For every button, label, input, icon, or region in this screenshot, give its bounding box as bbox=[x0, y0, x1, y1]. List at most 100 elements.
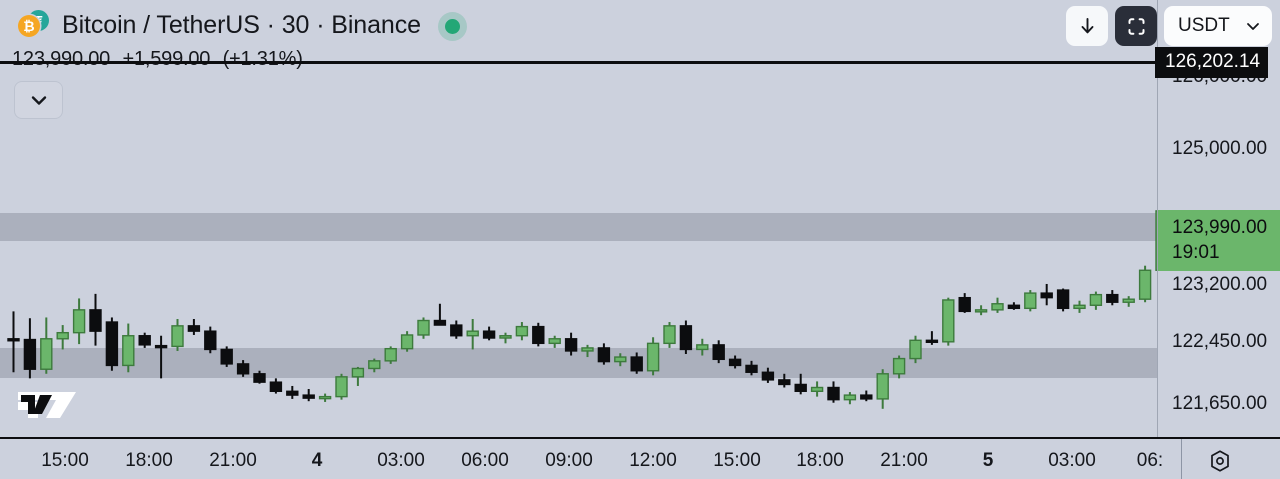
time-axis-tick: 03:00 bbox=[377, 450, 425, 471]
last-price-value: 123,990.00 bbox=[12, 48, 111, 70]
candlestick bbox=[532, 322, 545, 347]
candlestick bbox=[236, 360, 250, 377]
candlestick bbox=[138, 332, 151, 348]
time-axis-tick: 18:00 bbox=[796, 450, 844, 471]
time-axis-tick: 06: bbox=[1136, 450, 1164, 471]
candlestick bbox=[909, 335, 922, 364]
price-axis[interactable]: 126,000.00125,000.00123,200.00122,450.00… bbox=[1155, 0, 1280, 437]
time-axis[interactable]: 15:00 18:00 21:00 4 03:00 06:00 09:00 12:00 15:0… bbox=[0, 437, 1280, 479]
last-price-badge-time: 19:01 bbox=[1172, 242, 1220, 263]
candlestick bbox=[7, 311, 20, 373]
candlestick bbox=[925, 331, 939, 345]
header-toolbar: USDT bbox=[1066, 6, 1272, 46]
candlestick bbox=[1040, 283, 1053, 306]
candlestick bbox=[810, 381, 824, 397]
price-axis-tick: 123,200.00 bbox=[1172, 274, 1268, 295]
bitcoin-icon bbox=[18, 15, 40, 37]
candlestick bbox=[220, 346, 233, 367]
candlestick bbox=[728, 355, 742, 369]
crosshair-horizontal-line bbox=[0, 61, 1158, 64]
time-axis-tick: 09:00 bbox=[545, 450, 593, 471]
candlestick bbox=[646, 337, 660, 376]
candlestick bbox=[384, 346, 397, 364]
resistance-zone bbox=[0, 213, 1157, 242]
candlestick bbox=[942, 297, 955, 346]
candlestick bbox=[40, 317, 53, 374]
candlestick bbox=[286, 385, 299, 399]
time-axis-tick: 15:00 bbox=[713, 450, 761, 471]
candlestick bbox=[1073, 300, 1086, 313]
candlestick bbox=[761, 367, 775, 383]
collapse-panel-button[interactable] bbox=[14, 81, 63, 119]
time-axis-tick: 06:00 bbox=[461, 450, 509, 471]
candlestick bbox=[187, 318, 201, 335]
candlestick bbox=[335, 373, 348, 400]
candlestick bbox=[1056, 288, 1070, 312]
last-price-badge: 123,990.00 19:01 bbox=[1158, 210, 1280, 271]
candlestick bbox=[548, 335, 561, 348]
symbol-group[interactable]: Bitcoin / TetherUS · 30 · Binance bbox=[12, 8, 460, 42]
price-axis-tick: 121,650.00 bbox=[1172, 393, 1268, 414]
price-axis-tick: 125,000.00 bbox=[1172, 138, 1268, 159]
candlestick bbox=[368, 358, 381, 373]
candlestick bbox=[56, 325, 69, 350]
chart-settings-icon[interactable] bbox=[1206, 447, 1234, 475]
price-summary: 123,990.00 +1,599.00 (+1.31%) bbox=[12, 48, 310, 71]
candlestick bbox=[614, 353, 627, 367]
candlestick bbox=[318, 393, 332, 402]
candlestick bbox=[745, 360, 758, 376]
candlestick bbox=[843, 392, 857, 405]
currency-select-value: USDT bbox=[1178, 15, 1230, 36]
candlestick bbox=[450, 320, 463, 339]
download-arrow-icon[interactable] bbox=[1066, 6, 1108, 46]
candlestick bbox=[1122, 296, 1135, 307]
candlestick bbox=[679, 320, 693, 354]
candlestick bbox=[696, 338, 709, 356]
candlestick bbox=[433, 303, 447, 326]
candlestick bbox=[827, 381, 840, 403]
chevron-down-icon bbox=[31, 96, 46, 105]
chart-plot-area[interactable] bbox=[0, 0, 1157, 437]
candlestick bbox=[1106, 290, 1119, 306]
candlestick bbox=[991, 297, 1004, 313]
candlestick bbox=[417, 317, 430, 339]
chevron-down-icon bbox=[1247, 23, 1259, 30]
candlestick bbox=[663, 322, 676, 348]
time-axis-tick: 4 bbox=[311, 450, 323, 471]
candlestick bbox=[1007, 302, 1021, 310]
candlestick bbox=[351, 366, 365, 386]
market-open-dot bbox=[444, 18, 460, 34]
candlestick bbox=[581, 344, 594, 358]
candlestick bbox=[400, 331, 414, 352]
time-axis-divider bbox=[1181, 439, 1182, 479]
tradingview-logo bbox=[18, 392, 76, 418]
candlestick-series bbox=[7, 210, 1157, 409]
time-axis-tick: 15:00 bbox=[41, 450, 89, 471]
support-zone bbox=[0, 347, 1157, 378]
price-change-absolute: +1,599.00 bbox=[122, 48, 211, 70]
time-axis-tick: 18:00 bbox=[125, 450, 173, 471]
symbol-title: Bitcoin / TetherUS · 30 · Binance bbox=[62, 10, 421, 39]
candlestick bbox=[597, 343, 611, 365]
candlestick bbox=[122, 323, 135, 373]
candlestick bbox=[105, 317, 119, 371]
candlestick bbox=[1089, 291, 1103, 310]
time-axis-tick: 21:00 bbox=[880, 450, 928, 471]
candlestick bbox=[154, 335, 168, 379]
candlestick bbox=[269, 378, 283, 394]
symbol-icons bbox=[12, 8, 52, 42]
chart-header: Bitcoin / TetherUS · 30 · Binance 123,99… bbox=[0, 0, 1280, 70]
currency-select[interactable]: USDT bbox=[1164, 6, 1272, 46]
price-change-percent: (+1.31%) bbox=[222, 48, 303, 70]
candlestick bbox=[630, 352, 643, 374]
candlestick bbox=[892, 355, 906, 379]
candlestick bbox=[253, 370, 266, 384]
candlestick bbox=[482, 326, 496, 341]
fullscreen-icon[interactable] bbox=[1115, 6, 1157, 46]
last-price-badge-price: 123,990.00 bbox=[1172, 217, 1268, 238]
candlestick bbox=[23, 318, 37, 379]
candlestick bbox=[958, 293, 971, 313]
time-axis-tick: 03:00 bbox=[1048, 450, 1096, 471]
candlestick bbox=[499, 332, 512, 344]
crosshair-price-badge: 126,202.14 bbox=[1155, 47, 1269, 78]
